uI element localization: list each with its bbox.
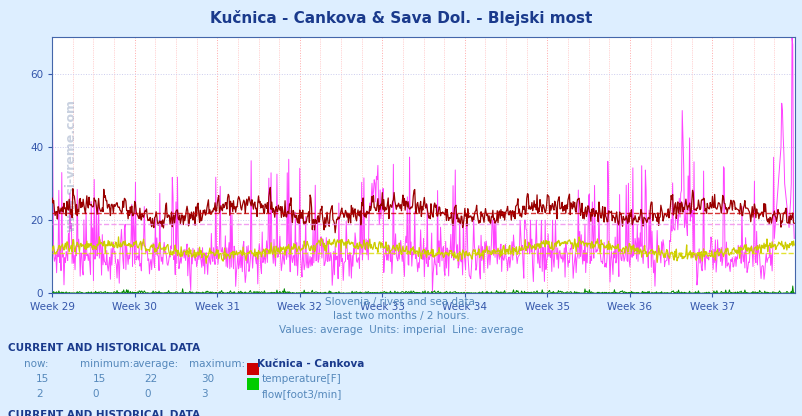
Text: Slovenia / river and sea data.: Slovenia / river and sea data. <box>325 297 477 307</box>
Text: now:: now: <box>24 359 49 369</box>
Text: Values: average  Units: imperial  Line: average: Values: average Units: imperial Line: av… <box>279 325 523 335</box>
Text: 15: 15 <box>36 374 50 384</box>
Text: last two months / 2 hours.: last two months / 2 hours. <box>333 311 469 321</box>
Text: CURRENT AND HISTORICAL DATA: CURRENT AND HISTORICAL DATA <box>8 410 200 416</box>
Text: minimum:: minimum: <box>80 359 133 369</box>
Text: average:: average: <box>132 359 179 369</box>
Text: 2: 2 <box>36 389 43 399</box>
Text: 0: 0 <box>92 389 99 399</box>
Text: 30: 30 <box>200 374 213 384</box>
Text: maximum:: maximum: <box>188 359 245 369</box>
Text: Kučnica - Cankova & Sava Dol. - Blejski most: Kučnica - Cankova & Sava Dol. - Blejski … <box>210 10 592 26</box>
Text: 22: 22 <box>144 374 158 384</box>
Text: www.si-vreme.com: www.si-vreme.com <box>64 99 77 232</box>
Text: 3: 3 <box>200 389 207 399</box>
Text: flow[foot3/min]: flow[foot3/min] <box>261 389 342 399</box>
Text: CURRENT AND HISTORICAL DATA: CURRENT AND HISTORICAL DATA <box>8 343 200 353</box>
Text: Kučnica - Cankova: Kučnica - Cankova <box>257 359 364 369</box>
Text: temperature[F]: temperature[F] <box>261 374 341 384</box>
Text: 15: 15 <box>92 374 106 384</box>
Text: 0: 0 <box>144 389 151 399</box>
